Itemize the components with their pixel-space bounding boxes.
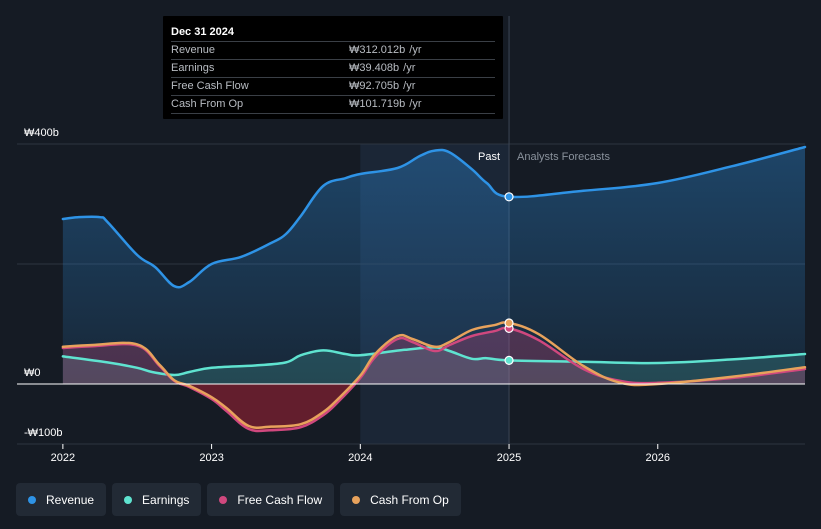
tooltip-row-cash-from-op: Cash From Op ₩101.719b/yr (171, 96, 495, 114)
legend-item-free-cash-flow[interactable]: Free Cash Flow (207, 483, 335, 516)
tooltip-row-earnings: Earnings ₩39.408b/yr (171, 60, 495, 78)
tooltip-value-revenue: ₩312.012b/yr (349, 42, 422, 59)
tooltip-number: ₩92.705b (349, 80, 400, 92)
area-revenue-positive (62, 147, 806, 384)
tooltip-value-free-cash-flow: ₩92.705b/yr (349, 78, 415, 95)
marker-revenue (504, 192, 514, 202)
series-areas (62, 147, 806, 432)
chart-legend: Revenue Earnings Free Cash Flow Cash Fro… (16, 483, 461, 516)
legend-label: Cash From Op (370, 492, 449, 507)
legend-item-revenue[interactable]: Revenue (16, 483, 107, 516)
area-free-cash-flow-negative (62, 384, 805, 432)
xtick-label: 2023 (199, 452, 223, 464)
xtick-label: 2025 (497, 452, 521, 464)
tooltip-value-earnings: ₩39.408b/yr (349, 60, 415, 77)
legend-label: Free Cash Flow (237, 492, 323, 507)
marker-cash-from-op (504, 318, 514, 328)
area-earnings-positive (62, 347, 806, 384)
marker-earnings (504, 355, 514, 365)
tooltip-row-free-cash-flow: Free Cash Flow ₩92.705b/yr (171, 78, 495, 96)
axes: Past Analysts Forecasts ₩400b ₩0 -₩100b 2022 2… (17, 127, 805, 464)
tooltip-number: ₩101.719b (349, 98, 406, 110)
tooltip-number: ₩39.408b (349, 62, 400, 74)
ytick-label: ₩400b (24, 127, 59, 139)
markers (504, 192, 514, 365)
ytick-label: ₩0 (24, 367, 41, 379)
region-label-forecast: Analysts Forecasts (517, 151, 610, 163)
tooltip-value-cash-from-op: ₩101.719b/yr (349, 96, 422, 113)
legend-dot-icon (219, 495, 228, 504)
legend-item-cash-from-op[interactable]: Cash From Op (340, 483, 461, 516)
tooltip-unit: /yr (409, 44, 422, 56)
tooltip-label: Free Cash Flow (171, 80, 249, 92)
data-tooltip: Dec 31 2024 Revenue ₩312.012b/yr Earning… (163, 16, 503, 119)
xtick-label: 2024 (348, 452, 372, 464)
legend-label: Revenue (46, 492, 95, 507)
legend-item-earnings[interactable]: Earnings (112, 483, 202, 516)
tooltip-unit: /yr (409, 98, 422, 110)
legend-dot-icon (124, 495, 133, 504)
ytick-label: -₩100b (24, 427, 63, 439)
tooltip-unit: /yr (403, 80, 416, 92)
tooltip-unit: /yr (403, 62, 416, 74)
tooltip-label: Earnings (171, 62, 215, 74)
tooltip-label: Revenue (171, 44, 216, 56)
legend-dot-icon (352, 495, 361, 504)
legend-dot-icon (28, 495, 36, 504)
tooltip-row-revenue: Revenue ₩312.012b/yr (171, 42, 495, 60)
tooltip-number: ₩312.012b (349, 44, 406, 56)
region-label-past: Past (478, 151, 500, 163)
xtick-label: 2026 (646, 452, 670, 464)
xtick-label: 2022 (51, 452, 75, 464)
legend-label: Earnings (142, 492, 190, 507)
area-free-cash-flow-positive (62, 327, 805, 384)
tooltip-date: Dec 31 2024 (171, 24, 495, 42)
tooltip-label: Cash From Op (171, 98, 244, 110)
